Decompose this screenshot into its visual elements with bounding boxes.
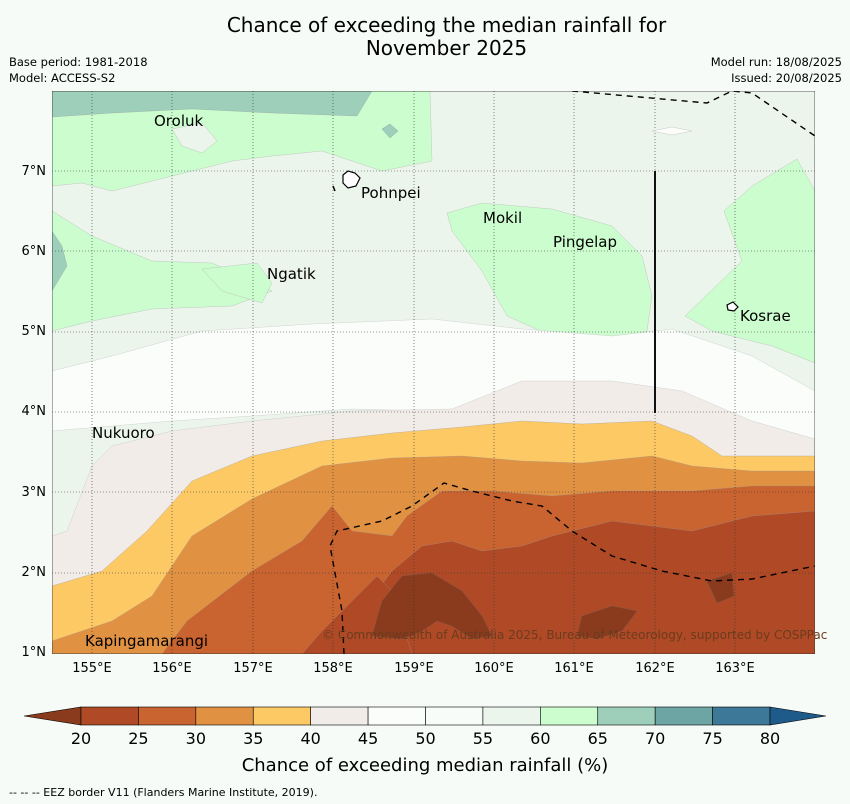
model-run: Model run: 18/08/2025 xyxy=(710,55,842,69)
colorbar-tick-label: 25 xyxy=(128,729,149,748)
lon-label: 157°E xyxy=(233,661,273,676)
place-kapingamarangi: Kapingamarangi xyxy=(85,632,209,650)
region-60-65-ngatik xyxy=(201,262,273,304)
meta-right: Model run: 18/08/2025 Issued: 20/08/2025 xyxy=(711,54,842,86)
lat-label: 4°N xyxy=(21,404,47,419)
ant-atoll xyxy=(332,185,336,192)
place-oroluk: Oroluk xyxy=(154,112,204,130)
colorbar-cell xyxy=(252,706,311,726)
colorbar-tick-label: 65 xyxy=(587,729,608,748)
colorbar-cell xyxy=(195,706,254,726)
place-pohnpei: Pohnpei xyxy=(361,184,421,202)
lat-label: 2°N xyxy=(21,565,47,580)
map-patch xyxy=(381,123,399,139)
colorbar-tick-label: 35 xyxy=(243,729,264,748)
place-mokil: Mokil xyxy=(483,209,523,227)
region-below-20-south xyxy=(371,572,493,640)
eez-border xyxy=(329,91,815,654)
colorbar-cell xyxy=(310,706,369,726)
lon-label: 155°E xyxy=(72,661,112,676)
region-65-70-north xyxy=(52,91,373,118)
map-credit: © Commonwealth of Australia 2025, Bureau… xyxy=(322,628,828,642)
colorbar-cell xyxy=(367,706,426,726)
colorbar-tick-label: 40 xyxy=(300,729,321,748)
region-60-65-east xyxy=(684,158,815,364)
colorbar-cells xyxy=(80,706,771,726)
model-name: Model: ACCESS-S2 xyxy=(9,71,116,85)
title-line-2: November 2025 xyxy=(365,36,528,60)
colorbar-tick-label: 55 xyxy=(472,729,494,748)
colorbar-tick-label: 20 xyxy=(70,729,92,748)
map-patch-white xyxy=(651,126,693,136)
colorbar xyxy=(24,706,826,726)
colorbar-tick-label: 30 xyxy=(185,729,206,748)
kosrae-island xyxy=(726,301,739,312)
title-line-1: Chance of exceeding the median rainfall … xyxy=(226,13,667,37)
lon-label: 163°E xyxy=(715,661,755,676)
place-kosrae: Kosrae xyxy=(740,307,791,325)
colorbar-tick-label: 70 xyxy=(644,729,666,748)
place-ngatik: Ngatik xyxy=(267,265,316,283)
colorbar-cell xyxy=(597,706,656,726)
lon-label: 161°E xyxy=(554,661,594,676)
colorbar-cell xyxy=(654,706,713,726)
gridlines xyxy=(52,91,815,654)
pohnpei-island xyxy=(342,170,361,189)
colorbar-title: Chance of exceeding median rainfall (%) xyxy=(241,755,609,776)
region-65-70-west-edge xyxy=(52,230,68,292)
meta-left: Base period: 1981-2018 Model: ACCESS-S2 xyxy=(9,54,148,86)
colorbar-cell xyxy=(540,706,599,726)
place-pingelap: Pingelap xyxy=(553,233,618,251)
lat-label: 3°N xyxy=(21,485,47,500)
region-60-65-west xyxy=(52,91,433,192)
region-60-65-central xyxy=(446,202,653,342)
colorbar-cell xyxy=(138,706,197,726)
colorbar-under-arrow xyxy=(24,706,82,726)
chart-title: Chance of exceeding the median rainfall … xyxy=(0,14,850,60)
base-period: Base period: 1981-2018 xyxy=(9,55,148,69)
colorbar-tick-label: 50 xyxy=(415,729,436,748)
lon-label: 156°E xyxy=(152,661,192,676)
colorbar-tick-label: 60 xyxy=(530,729,551,748)
colorbar-cell xyxy=(712,706,771,726)
lon-label: 159°E xyxy=(394,661,434,676)
colorbar-tick-label: 45 xyxy=(357,729,379,748)
place-nukuoro: Nukuoro xyxy=(92,424,155,442)
eez-legend: -- -- -- EEZ border V11 (Flanders Marine… xyxy=(9,786,318,799)
colorbar-cell xyxy=(80,706,139,726)
map-patch-oroluk xyxy=(171,122,218,154)
lon-label: 160°E xyxy=(474,661,514,676)
colorbar-cell xyxy=(425,706,484,726)
lat-label: 1°N xyxy=(21,645,47,660)
colorbar-tick-label: 75 xyxy=(702,729,723,748)
rainfall-map xyxy=(52,91,815,654)
region-below-20-patch xyxy=(576,605,638,640)
lat-label: 7°N xyxy=(21,164,47,179)
lat-label: 6°N xyxy=(21,244,47,259)
issued-date: Issued: 20/08/2025 xyxy=(731,71,842,85)
colorbar-tick-label: 80 xyxy=(759,729,781,748)
lat-label: 5°N xyxy=(21,324,47,339)
lon-label: 158°E xyxy=(313,661,353,676)
colorbar-over-arrow xyxy=(769,706,826,726)
lon-label: 162°E xyxy=(635,661,675,676)
colorbar-cell xyxy=(482,706,541,726)
